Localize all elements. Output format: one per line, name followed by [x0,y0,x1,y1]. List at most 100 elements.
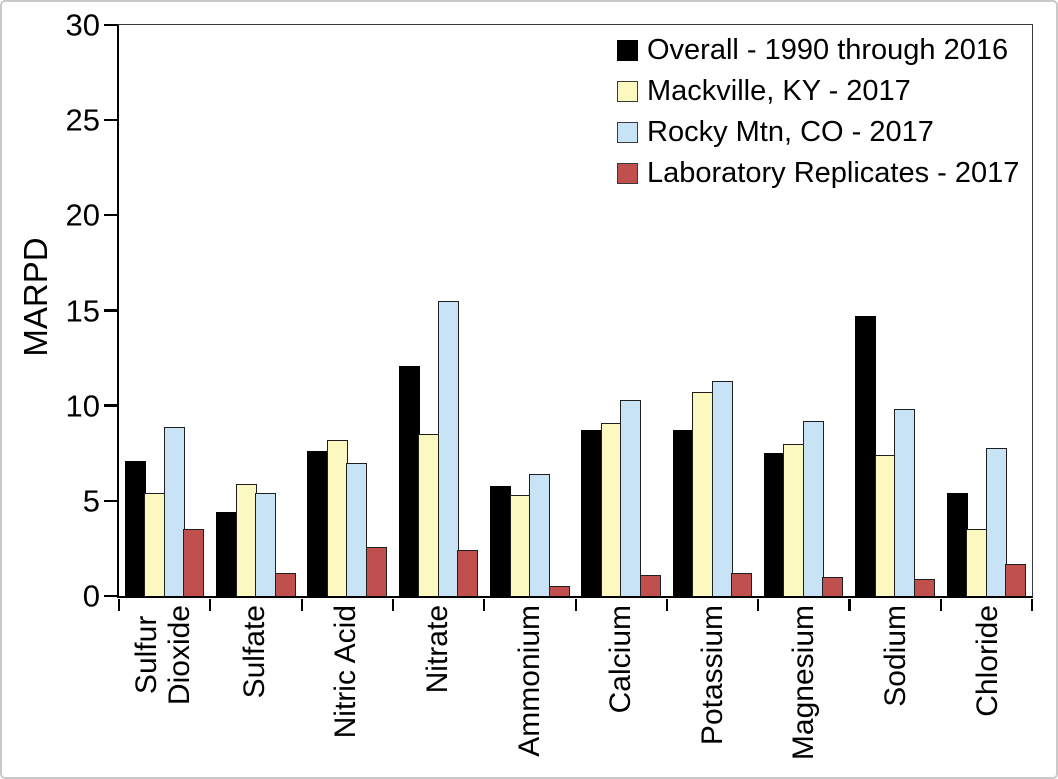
bar [581,430,603,596]
bar [600,422,622,596]
bar-group [667,25,758,596]
bar [307,451,329,596]
bar [346,462,368,596]
x-category-label: Nitrate [421,605,455,694]
y-tick [104,309,117,312]
y-tick-label: 30 [65,7,100,43]
bar [894,409,916,596]
x-category-cell: Calcium [575,605,667,777]
plot-area: 0 5 10 15 20 25 30 Overall - 1990 through 2016… [66,10,1034,612]
x-tick [300,598,303,611]
bar-groups [119,25,1032,596]
x-tick [939,598,942,611]
legend: Overall - 1990 through 2016 Mackville, KY… [617,34,1019,198]
bar [216,512,238,596]
bar [326,439,348,596]
x-tick [848,598,851,611]
bar [509,495,531,596]
x-category-label: Sulfate [237,605,271,699]
bar [802,420,824,596]
legend-swatch [617,121,638,143]
bar [1005,563,1027,596]
bar-group [484,25,575,596]
bar [966,529,988,596]
bar [711,380,733,596]
x-category-cell: Magnesium [758,605,850,777]
y-tick [104,499,117,502]
bar [548,586,570,596]
legend-swatch [617,162,638,184]
bar [874,455,896,596]
bar-group [575,25,666,596]
bar-group [302,25,393,596]
x-category-label: Potassium [695,605,729,746]
x-tick [1031,598,1034,611]
bar [913,578,935,596]
bar [731,573,753,596]
x-tick [391,598,395,611]
bar [763,453,785,596]
bar [418,434,440,596]
bar [255,493,277,596]
legend-label: Rocky Mtn, CO - 2017 [647,116,934,148]
bar [457,550,479,596]
bar-group [210,25,301,596]
y-tick [104,594,117,597]
y-tick [104,214,117,217]
bar-group [758,25,849,596]
legend-label: Mackville, KY - 2017 [647,75,911,107]
y-tick-label: 15 [65,293,100,328]
legend-label: Overall - 1990 through 2016 [647,34,1009,66]
bar [672,430,694,596]
x-category-label: Sodium [879,605,913,707]
bar [692,392,714,596]
bar [822,576,844,596]
y-tick-label: 5 [82,483,100,519]
y-tick-label: 25 [65,102,100,138]
bar [235,483,257,596]
bar [183,529,205,596]
legend-item: Overall - 1990 through 2016 [617,34,1019,66]
bar [529,474,551,596]
y-tick [104,23,117,26]
x-tick [665,598,668,611]
legend-item: Mackville, KY - 2017 [617,75,1019,107]
bar [490,485,512,596]
bar [398,365,420,596]
legend-swatch [617,39,638,61]
x-category-label: Chloride [970,605,1004,717]
x-category-label: Nitric Acid [329,605,363,739]
x-category-cell: Sulfate [209,605,301,777]
x-tick [574,598,577,611]
bar [639,575,661,596]
bar-group [393,25,484,596]
bar [144,493,166,596]
x-category-cell: Chloride [941,605,1033,777]
legend-swatch [617,80,638,102]
bar [985,447,1007,596]
bar-group [941,25,1032,596]
x-category-cell: Nitric Acid [300,605,392,777]
x-category-label: Ammonium [512,605,546,757]
y-tick [104,404,117,407]
bar [783,443,805,596]
x-category-cell: Sodium [850,605,942,777]
x-tick [757,598,760,611]
bar [620,399,642,596]
x-category-label: Magnesium [787,605,821,761]
x-category-cell: Ammonium [483,605,575,777]
y-tick-label: 20 [65,197,100,233]
x-category-label: Sulfur Dioxide [129,605,196,706]
bar-group [119,25,210,596]
x-tick [118,598,121,611]
bar [855,316,877,596]
x-tick [209,598,212,611]
x-category-cell: Nitrate [392,605,484,777]
x-category-labels: Sulfur Dioxide Sulfate Nitric Acid Nitrate A… [117,605,1033,777]
legend-item: Rocky Mtn, CO - 2017 [617,116,1019,148]
x-category-cell: Sulfur Dioxide [117,605,209,777]
bar-group [849,25,940,596]
y-tick-label: 10 [65,388,100,424]
y-tick-label: 0 [82,578,100,614]
bar [124,460,146,596]
